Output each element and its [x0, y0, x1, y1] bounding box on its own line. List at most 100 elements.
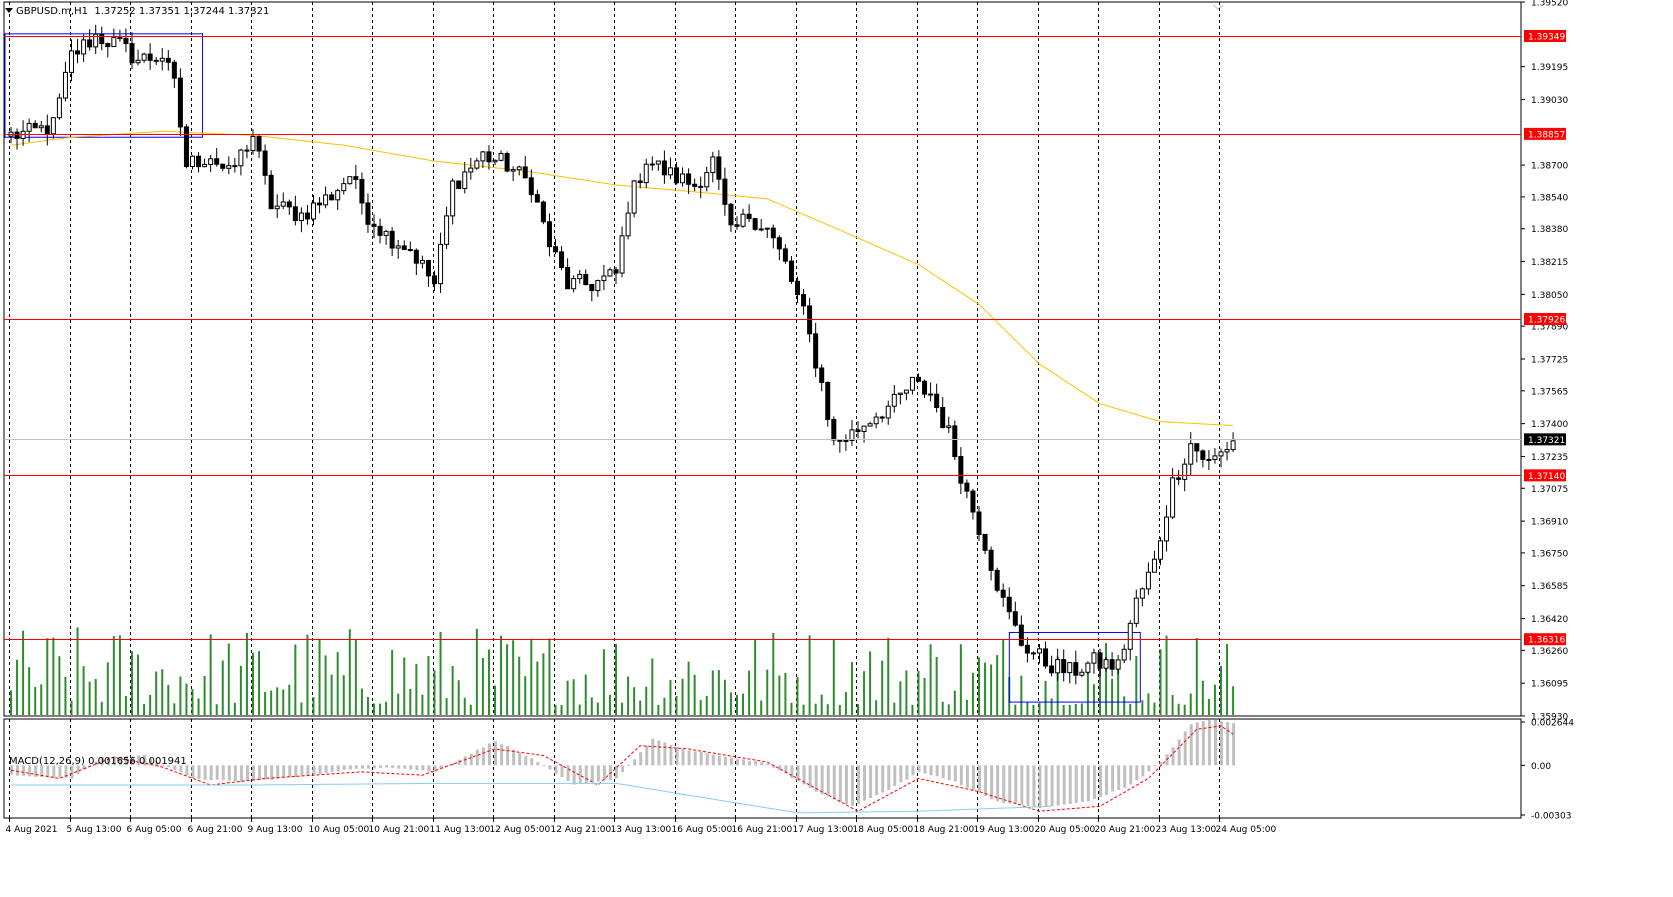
candle-body [202, 163, 208, 168]
candle-body [419, 259, 425, 264]
volume-bar [500, 635, 503, 715]
macd-bar [615, 765, 618, 779]
dropdown-arrow-icon[interactable] [5, 8, 13, 13]
candle-body [643, 163, 649, 184]
macd-bar [1189, 724, 1193, 766]
candle-body [553, 246, 558, 253]
price-tick-label: 1.38540 [1531, 193, 1568, 203]
macd-bar [808, 765, 812, 788]
macd-bar [681, 748, 685, 766]
macd-bar [905, 765, 909, 780]
candle-body [1079, 671, 1085, 676]
macd-bar [850, 765, 854, 806]
candle [141, 52, 147, 63]
macd-bar [663, 742, 667, 766]
candle-body [982, 533, 988, 551]
macd-main-value: 0.001656 [88, 756, 136, 767]
macd-bar [191, 765, 195, 778]
candle [1049, 655, 1055, 677]
volume-bar [590, 697, 593, 715]
volume-bar [258, 651, 261, 715]
macd-bar [506, 746, 510, 766]
macd-bar [500, 744, 504, 766]
volume-bar [645, 686, 648, 715]
candle [377, 218, 383, 244]
candle-body [1145, 571, 1151, 590]
candle [698, 176, 704, 199]
candle [837, 439, 843, 453]
candle-body [637, 180, 643, 184]
volume-bar [1153, 702, 1156, 715]
candle-body [75, 50, 81, 55]
candle [686, 168, 692, 194]
candle-body [220, 163, 226, 169]
macd-bar [397, 765, 401, 769]
volume-bar [669, 680, 672, 715]
candle-body [704, 172, 710, 188]
volume-bar [1226, 644, 1229, 715]
macd-bar [560, 765, 564, 777]
candle-body [940, 406, 946, 429]
low-value: 1.37244 [183, 6, 225, 17]
macd-bar [814, 765, 818, 792]
candle [419, 255, 425, 269]
volume-bar [179, 676, 182, 715]
candle-body [44, 125, 50, 135]
candle [456, 180, 462, 190]
candle [613, 267, 619, 285]
candle-body [111, 37, 117, 48]
macd-bar [1213, 719, 1217, 766]
candle-body [674, 167, 679, 184]
candle-body [250, 136, 256, 152]
volume-bar [421, 694, 424, 715]
volume-bar [409, 688, 412, 715]
macd-bar [1074, 765, 1078, 803]
symbol-header: GBPUSD.m,H1 1.37252 1.37351 1.37244 1.37… [5, 6, 269, 17]
volume-bar [518, 656, 521, 715]
candle-body [371, 223, 377, 227]
candle-body [577, 274, 583, 280]
candle-body [964, 482, 970, 492]
volume-bar [1207, 698, 1210, 715]
current-price-tag [1524, 433, 1566, 446]
candle [256, 135, 262, 159]
volume-bar [784, 672, 787, 715]
candle [341, 177, 347, 195]
candle [788, 255, 794, 284]
candle [75, 39, 81, 64]
volume-bar [324, 655, 327, 715]
candle [147, 43, 153, 70]
macd-bar [34, 765, 38, 777]
candle-body [1121, 648, 1127, 661]
candle-body [214, 158, 220, 165]
candle-body [432, 275, 437, 285]
volume-bar [1105, 643, 1108, 715]
candle-body [952, 425, 958, 458]
volume-bar [832, 639, 835, 715]
candle [135, 49, 141, 66]
macd-bar [203, 765, 207, 780]
candle-body [855, 429, 861, 432]
volume-bar [487, 649, 490, 715]
macd-bar [627, 764, 631, 766]
volume-bar [143, 704, 146, 715]
volume-bar [760, 700, 763, 715]
candle-body [1158, 540, 1163, 560]
macd-bar [748, 761, 752, 766]
volume-bar [494, 685, 496, 715]
macd-bar [1014, 765, 1018, 804]
volume-bar [475, 628, 478, 715]
candle [528, 169, 534, 203]
volume-bar [227, 643, 230, 715]
candle [129, 32, 135, 70]
volume-bar [312, 697, 315, 715]
volume-bar [1044, 680, 1047, 715]
macd-bar [433, 765, 437, 772]
volume-bar [723, 679, 726, 715]
candle [329, 191, 335, 201]
volume-bar [953, 690, 956, 715]
candle-body [129, 43, 135, 64]
volume-bar [850, 661, 853, 715]
